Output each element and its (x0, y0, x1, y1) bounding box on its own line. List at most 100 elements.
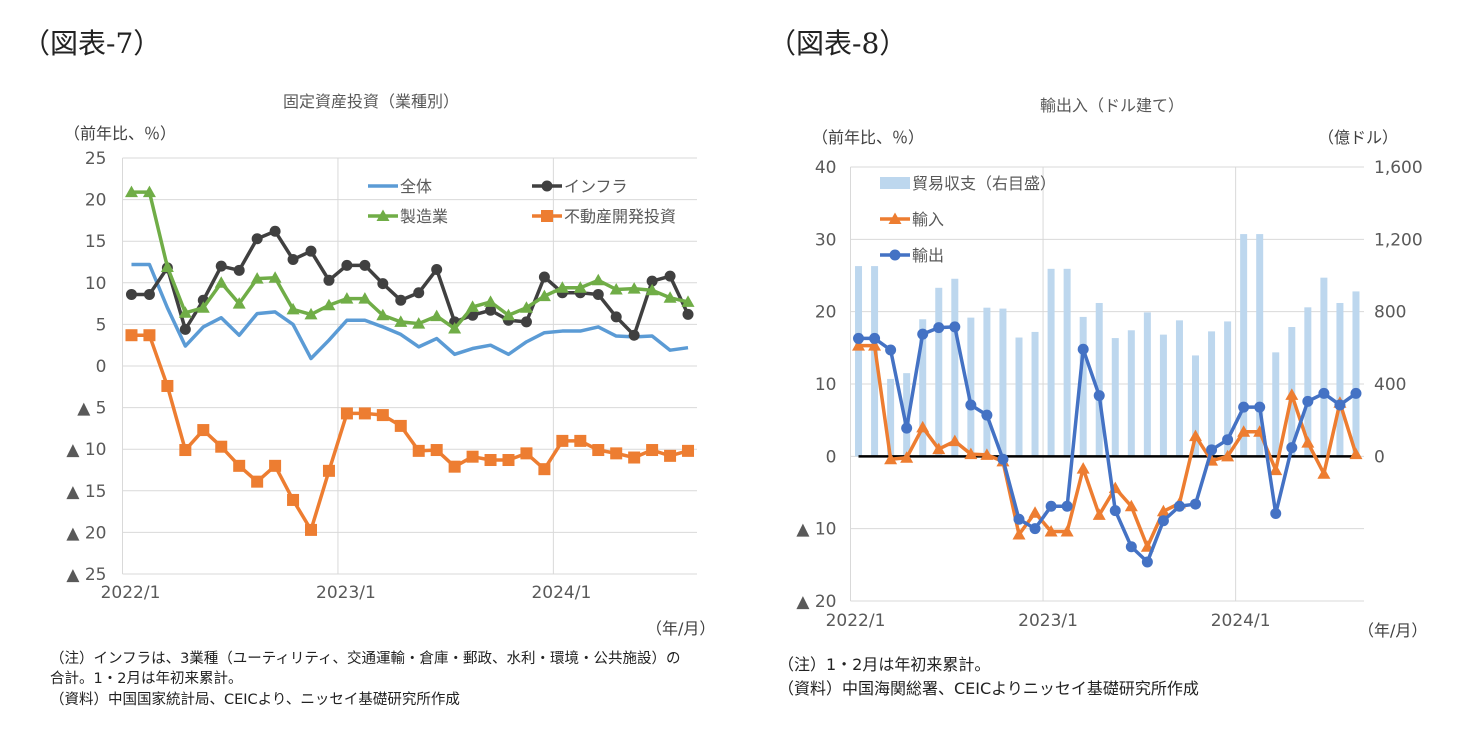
data-point-インフラ (628, 329, 640, 341)
data-point-製造業 (340, 292, 354, 304)
data-point-輸出 (1190, 498, 1202, 510)
data-point-不動産開発投資 (682, 444, 695, 457)
data-point-不動産開発投資 (484, 454, 497, 467)
data-point-インフラ (413, 287, 425, 299)
y-tick-label: 0 (826, 447, 837, 467)
data-point-輸出 (1350, 387, 1362, 399)
data-point-輸出 (1318, 387, 1330, 399)
data-point-輸入 (1269, 463, 1283, 476)
chart-8-y2label: （億ドル） (1318, 128, 1399, 147)
data-point-製造業 (466, 300, 480, 312)
data-point-輸出 (1238, 401, 1250, 413)
legend-marker-製造業 (376, 209, 390, 221)
bar-貿易収支（右目盛） (1111, 338, 1119, 457)
data-point-輸入 (948, 434, 962, 447)
bar-貿易収支（右目盛） (935, 287, 943, 457)
data-point-輸入 (900, 451, 914, 463)
data-point-インフラ (395, 294, 407, 306)
bar-貿易収支（右目盛） (871, 266, 879, 457)
data-point-輸入 (1028, 506, 1042, 518)
data-point-インフラ (125, 288, 137, 300)
bar-貿易収支（右目盛） (919, 319, 927, 457)
bar-貿易収支（右目盛） (967, 317, 975, 457)
y-tick-label: ▲ 20 (796, 592, 836, 612)
data-point-不動産開発投資 (251, 475, 264, 488)
bar-貿易収支（右目盛） (1143, 312, 1151, 457)
chart-7-title: 固定資産投資（業種別） (283, 92, 460, 111)
y-tick-label: 30 (815, 230, 837, 250)
y2-tick-label: 1,600 (1374, 158, 1423, 178)
x-tick-label: 2024/1 (531, 583, 591, 603)
data-point-輸入 (1301, 436, 1315, 448)
data-point-不動産開発投資 (574, 434, 587, 447)
data-point-製造業 (448, 322, 462, 334)
x-tick-label: 2023/1 (316, 583, 376, 603)
data-point-輸入 (1189, 429, 1203, 442)
data-point-不動産開発投資 (538, 463, 551, 476)
data-point-輸入 (1092, 508, 1106, 520)
bar-貿易収支（右目盛） (1127, 330, 1135, 457)
data-point-輸出 (997, 453, 1009, 465)
data-point-輸出 (933, 322, 945, 334)
data-point-インフラ (610, 311, 622, 323)
data-point-輸出 (1334, 399, 1346, 411)
data-point-不動産開発投資 (610, 447, 623, 460)
data-point-輸入 (964, 447, 978, 460)
data-point-輸入 (1060, 525, 1074, 537)
bar-貿易収支（右目盛） (1304, 307, 1312, 457)
data-point-インフラ (359, 259, 371, 271)
y-tick-label: 15 (85, 232, 107, 252)
x-tick-label: 2023/1 (1018, 611, 1078, 631)
y2-tick-label: 400 (1374, 375, 1406, 395)
data-point-輸入 (1124, 499, 1138, 512)
data-point-製造業 (304, 307, 318, 320)
chart-7-ylabel: （前年比、％） (64, 124, 177, 143)
data-point-製造業 (142, 185, 156, 198)
data-point-輸出 (1093, 390, 1105, 402)
data-point-輸出 (1045, 500, 1057, 512)
data-point-インフラ (215, 260, 227, 272)
data-point-製造業 (250, 272, 264, 284)
data-point-不動産開発投資 (322, 464, 335, 477)
legend-swatch-貿易収支（右目盛） (880, 177, 910, 189)
data-point-輸入 (1349, 447, 1363, 460)
data-point-インフラ (287, 254, 299, 266)
data-point-不動産開発投資 (358, 407, 371, 420)
data-point-輸出 (853, 332, 865, 344)
legend-label-貿易収支（右目盛）: 貿易収支（右目盛） (912, 174, 1056, 193)
data-point-インフラ (592, 288, 604, 300)
data-point-製造業 (484, 295, 498, 307)
data-point-輸入 (980, 448, 994, 460)
data-point-輸出 (1206, 444, 1218, 456)
data-point-輸入 (868, 339, 882, 351)
data-point-インフラ (646, 275, 658, 287)
data-point-輸出 (1254, 401, 1266, 413)
data-point-製造業 (573, 281, 587, 293)
data-point-不動産開発投資 (269, 459, 282, 472)
y-tick-label: 20 (815, 303, 837, 323)
data-point-製造業 (412, 317, 426, 329)
legend-label-不動産開発投資: 不動産開発投資 (564, 207, 676, 226)
data-point-輸出 (1173, 500, 1185, 512)
data-point-インフラ (377, 278, 389, 290)
y-tick-label: ▲ 5 (77, 399, 106, 419)
data-point-不動産開発投資 (143, 329, 156, 342)
y-tick-label: 5 (96, 315, 107, 335)
x-tick-label: 2022/1 (826, 611, 886, 631)
data-point-インフラ (251, 233, 263, 245)
data-point-製造業 (232, 297, 246, 309)
bar-貿易収支（右目盛） (999, 308, 1007, 457)
data-point-製造業 (214, 276, 228, 288)
bar-貿易収支（右目盛） (1031, 331, 1039, 457)
figure-8-label: （図表-8） (768, 27, 908, 60)
y-tick-label: ▲ 10 (796, 520, 836, 540)
data-point-製造業 (322, 298, 336, 311)
data-point-製造業 (681, 295, 695, 307)
bar-貿易収支（右目盛） (1159, 334, 1167, 457)
data-point-輸出 (901, 422, 913, 434)
y-tick-label: 10 (815, 375, 837, 395)
data-point-製造業 (663, 291, 677, 303)
bar-貿易収支（右目盛） (1079, 316, 1087, 457)
data-point-インフラ (179, 323, 191, 335)
